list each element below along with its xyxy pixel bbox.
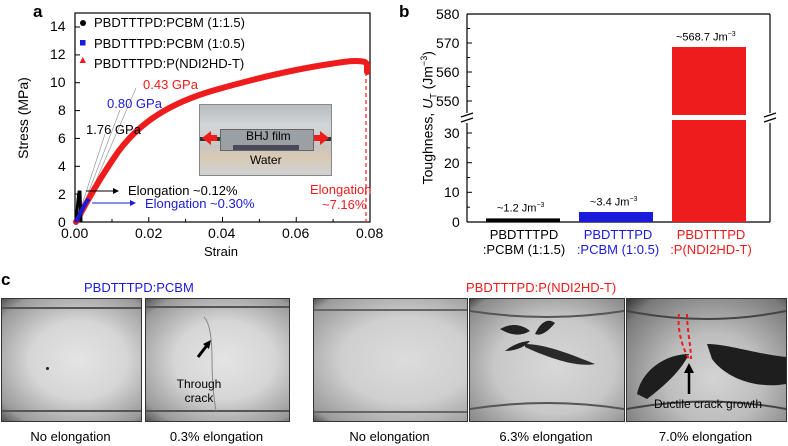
caption-5: 7.0% elongation bbox=[658, 429, 753, 444]
y-tick-b-10: 10 bbox=[444, 184, 460, 200]
caption-4: 6.3% elongation bbox=[499, 429, 593, 444]
bar-2-value: ~3.4 Jm−3 bbox=[590, 196, 638, 209]
group-title-ndi: PBDTTTPD:P(NDI2HD-T) bbox=[466, 280, 617, 295]
elongation-label-red-2: ~7.16% bbox=[322, 197, 367, 212]
red-stress-curve bbox=[73, 57, 370, 225]
modulus-label-red: 0.43 GPa bbox=[143, 77, 198, 92]
category-label-1: PBDTTTPD:PCBM (1:1.5) bbox=[482, 227, 566, 257]
modulus-label-blue: 0.80 GPa bbox=[107, 96, 162, 111]
legend-item-2: PBDTTTPD:PCBM (1:0.5) bbox=[94, 36, 245, 51]
category-label-3: PBDTTTPD:P(NDI2HD-T) bbox=[670, 227, 752, 257]
bar-3-value: ~568.7 Jm−3 bbox=[676, 31, 736, 44]
inset-photo: BHJ film Water bbox=[199, 104, 332, 176]
category-label-2: PBDTTTPD:PCBM (1:0.5) bbox=[576, 227, 660, 257]
micrograph-ndi-0 bbox=[313, 298, 468, 422]
crack-outline bbox=[677, 313, 690, 360]
panel-a-label: a bbox=[33, 2, 43, 21]
y-tick-a-2: 2 bbox=[58, 186, 66, 202]
modulus-label-black: 1.76 GPa bbox=[86, 122, 141, 137]
bar-3-upper bbox=[672, 47, 746, 115]
elongation-label-black: Elongation ~0.12% bbox=[128, 183, 238, 198]
y-tick-b-30: 30 bbox=[444, 125, 460, 141]
y-tick-b-0: 0 bbox=[452, 214, 460, 230]
y-tick-a-12: 12 bbox=[50, 46, 66, 62]
y-tick-a-8: 8 bbox=[58, 102, 66, 118]
y-tick-b-560: 560 bbox=[436, 64, 460, 80]
x-tick-a-3: 0.06 bbox=[282, 225, 310, 241]
y-tick-a-4: 4 bbox=[58, 158, 66, 174]
group-title-pcbm: PBDTTTPD:PCBM bbox=[84, 280, 194, 295]
x-tick-a-1: 0.02 bbox=[135, 225, 163, 241]
micrograph-pcbm-0 bbox=[1, 298, 142, 422]
panel-b-label: b bbox=[399, 2, 410, 21]
x-tick-a-4: 0.08 bbox=[356, 225, 384, 241]
y-tick-b-570: 570 bbox=[436, 35, 460, 51]
y-tick-b-20: 20 bbox=[444, 155, 460, 171]
x-tick-a-2: 0.04 bbox=[208, 225, 236, 241]
left-arrow-icon bbox=[202, 131, 211, 145]
y-tick-a-14: 14 bbox=[50, 18, 66, 34]
legend-item-3: PBDTTTPD:P(NDI2HD-T) bbox=[94, 56, 245, 71]
y-tick-a-6: 6 bbox=[58, 130, 66, 146]
bar-3-lower bbox=[672, 120, 746, 222]
ductile-crack-label: Ductile crack growth bbox=[654, 397, 763, 411]
caption-2: 0.3% elongation bbox=[169, 429, 264, 444]
inset-film-label: BHJ film bbox=[246, 129, 291, 143]
bar-1 bbox=[486, 218, 560, 222]
y-tick-b-550: 550 bbox=[436, 93, 460, 109]
through-crack-label-2: crack bbox=[184, 391, 214, 405]
x-tick-a-0: 0.00 bbox=[61, 225, 89, 241]
right-arrow-icon bbox=[320, 131, 329, 145]
y-tick-a-10: 10 bbox=[50, 74, 66, 90]
elongation-label-red-1: Elongation bbox=[310, 182, 372, 197]
y-axis-label-b: Toughness, UT (Jm−3) bbox=[418, 51, 439, 185]
caption-1: No elongation bbox=[30, 429, 111, 444]
caption-3: No elongation bbox=[349, 429, 430, 444]
micrograph-pcbm-03: Through crack bbox=[145, 298, 290, 422]
inset-water-label: Water bbox=[250, 153, 282, 167]
legend-item-1: PBDTTTPD:PCBM (1:1.5) bbox=[94, 15, 245, 30]
elongation-label-blue: Elongation ~0.30% bbox=[145, 196, 255, 211]
through-crack-label-1: Through bbox=[176, 377, 222, 391]
panel-c-label: c bbox=[1, 270, 11, 289]
y-tick-a-0: 0 bbox=[58, 214, 66, 230]
micrograph-ndi-70: Ductile crack growth bbox=[626, 298, 787, 422]
bar-2 bbox=[579, 212, 653, 222]
bar-1-value: ~1.2 Jm−3 bbox=[497, 202, 545, 215]
x-axis-label-a: Strain bbox=[204, 244, 238, 259]
micrograph-ndi-63 bbox=[469, 298, 625, 422]
y-tick-b-580: 580 bbox=[436, 6, 460, 22]
